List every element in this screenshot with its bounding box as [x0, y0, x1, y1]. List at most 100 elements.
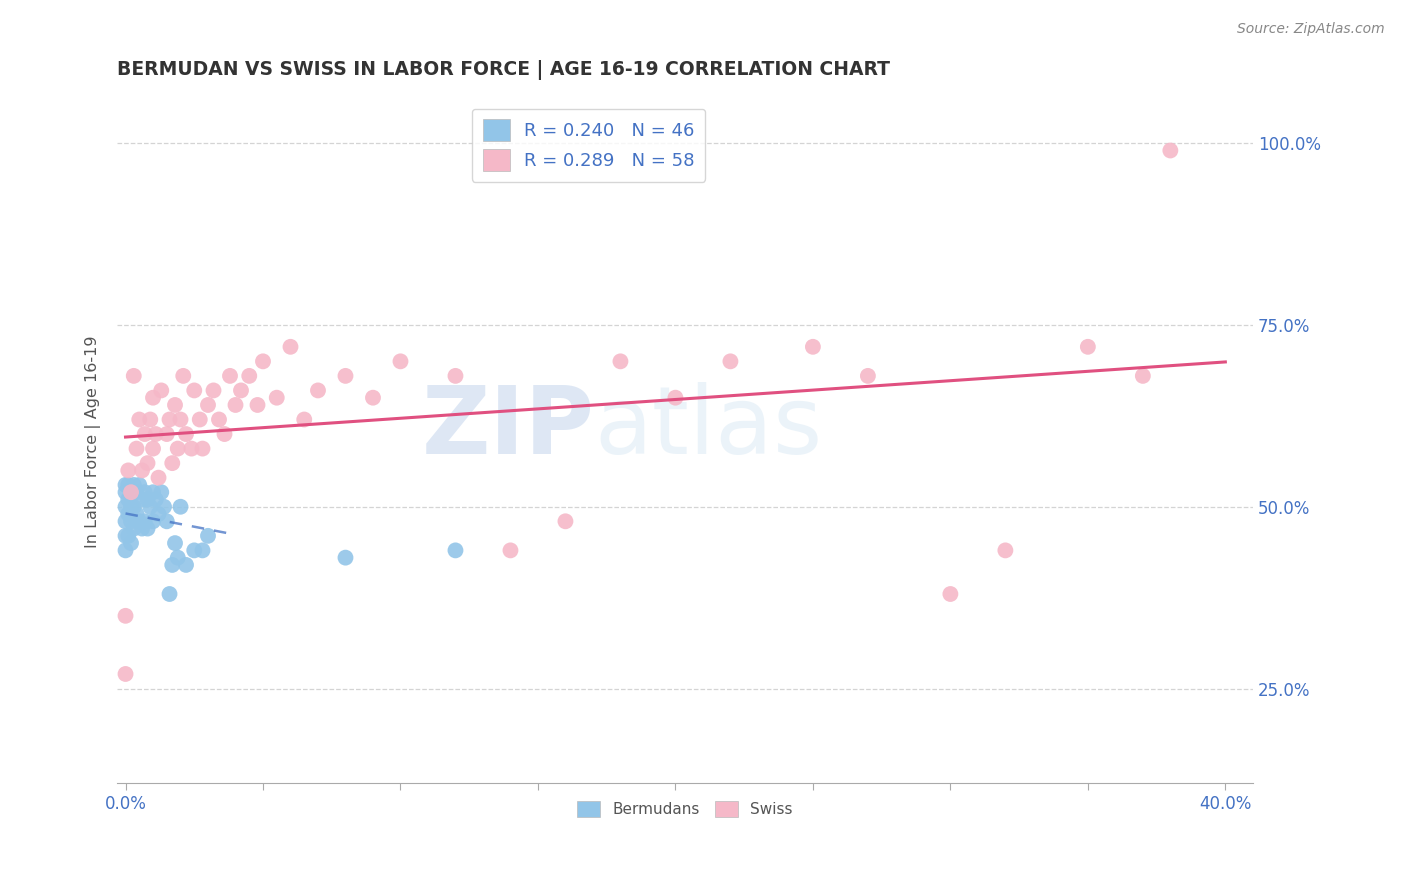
- Point: [219, 368, 242, 383]
- Point: [128, 514, 150, 528]
- Point: [361, 391, 384, 405]
- Point: [188, 412, 211, 426]
- Point: [131, 492, 153, 507]
- Point: [183, 543, 205, 558]
- Point: [120, 485, 142, 500]
- Point: [166, 442, 188, 456]
- Point: [554, 514, 576, 528]
- Point: [145, 492, 167, 507]
- Point: [238, 368, 260, 383]
- Point: [145, 427, 167, 442]
- Point: [136, 492, 159, 507]
- Point: [169, 412, 191, 426]
- Legend: Bermudans, Swiss: Bermudans, Swiss: [571, 795, 799, 823]
- Point: [609, 354, 631, 368]
- Point: [136, 522, 159, 536]
- Point: [139, 412, 162, 426]
- Point: [162, 456, 184, 470]
- Point: [117, 507, 139, 521]
- Point: [162, 558, 184, 572]
- Point: [125, 442, 148, 456]
- Point: [156, 427, 179, 442]
- Point: [128, 478, 150, 492]
- Point: [148, 471, 170, 485]
- Point: [131, 522, 153, 536]
- Point: [114, 514, 136, 528]
- Point: [292, 412, 315, 426]
- Point: [136, 456, 159, 470]
- Point: [134, 427, 156, 442]
- Point: [1159, 144, 1181, 158]
- Text: atlas: atlas: [595, 382, 823, 474]
- Point: [191, 442, 214, 456]
- Point: [114, 478, 136, 492]
- Text: BERMUDAN VS SWISS IN LABOR FORCE | AGE 16-19 CORRELATION CHART: BERMUDAN VS SWISS IN LABOR FORCE | AGE 1…: [117, 60, 890, 79]
- Point: [134, 514, 156, 528]
- Point: [266, 391, 288, 405]
- Point: [114, 543, 136, 558]
- Point: [307, 384, 329, 398]
- Point: [1077, 340, 1099, 354]
- Point: [114, 500, 136, 514]
- Point: [444, 368, 467, 383]
- Point: [142, 514, 165, 528]
- Point: [120, 536, 142, 550]
- Point: [125, 485, 148, 500]
- Point: [197, 398, 219, 412]
- Point: [202, 384, 225, 398]
- Point: [174, 427, 197, 442]
- Point: [120, 514, 142, 528]
- Point: [720, 354, 742, 368]
- Point: [117, 529, 139, 543]
- Point: [499, 543, 522, 558]
- Point: [153, 500, 176, 514]
- Point: [142, 391, 165, 405]
- Point: [156, 514, 179, 528]
- Point: [801, 340, 824, 354]
- Point: [335, 368, 357, 383]
- Point: [122, 522, 145, 536]
- Point: [939, 587, 962, 601]
- Point: [664, 391, 686, 405]
- Point: [163, 398, 186, 412]
- Point: [172, 368, 194, 383]
- Point: [856, 368, 879, 383]
- Point: [142, 485, 165, 500]
- Point: [174, 558, 197, 572]
- Point: [122, 500, 145, 514]
- Point: [183, 384, 205, 398]
- Point: [224, 398, 246, 412]
- Point: [117, 478, 139, 492]
- Point: [150, 384, 173, 398]
- Point: [159, 412, 181, 426]
- Point: [252, 354, 274, 368]
- Point: [122, 478, 145, 492]
- Point: [169, 500, 191, 514]
- Point: [214, 427, 236, 442]
- Text: ZIP: ZIP: [422, 382, 595, 474]
- Point: [139, 500, 162, 514]
- Point: [120, 485, 142, 500]
- Point: [114, 529, 136, 543]
- Point: [191, 543, 214, 558]
- Point: [131, 463, 153, 477]
- Point: [208, 412, 231, 426]
- Point: [246, 398, 269, 412]
- Point: [128, 412, 150, 426]
- Point: [335, 550, 357, 565]
- Point: [150, 485, 173, 500]
- Point: [280, 340, 302, 354]
- Point: [389, 354, 412, 368]
- Point: [114, 667, 136, 681]
- Point: [117, 492, 139, 507]
- Y-axis label: In Labor Force | Age 16-19: In Labor Force | Age 16-19: [86, 335, 101, 548]
- Point: [159, 587, 181, 601]
- Text: Source: ZipAtlas.com: Source: ZipAtlas.com: [1237, 22, 1385, 37]
- Point: [166, 550, 188, 565]
- Point: [180, 442, 202, 456]
- Point: [444, 543, 467, 558]
- Point: [197, 529, 219, 543]
- Point: [994, 543, 1017, 558]
- Point: [114, 608, 136, 623]
- Point: [125, 507, 148, 521]
